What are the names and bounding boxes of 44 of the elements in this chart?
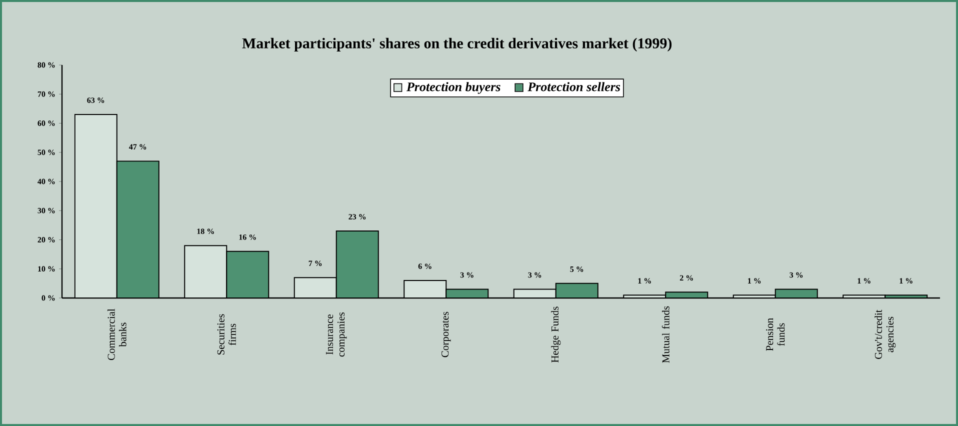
data-label: 3 % (790, 272, 803, 278)
bar (116, 160, 160, 298)
x-tick-label: Securities firms (217, 314, 236, 355)
data-label: 1 % (900, 278, 912, 284)
y-tick-label: 0 % (42, 295, 55, 301)
bar (404, 280, 447, 298)
data-label: 3 % (528, 272, 542, 278)
y-tick-label: 60 % (38, 120, 55, 126)
x-tick-label: Corporates (442, 312, 451, 358)
data-label: 3 % (460, 272, 474, 278)
chart-title: Market participants' shares on the credit derivatives market (1999) (242, 38, 672, 52)
data-label: 23 % (348, 214, 366, 220)
data-label: 18 % (197, 228, 214, 234)
x-tick-label: Hedge Funds (551, 306, 561, 363)
data-label: 63 % (87, 98, 104, 103)
data-label: 1 % (638, 278, 651, 284)
bar (336, 230, 379, 298)
data-label: 2 % (680, 275, 693, 281)
data-label: 5 % (570, 266, 584, 272)
bar (226, 250, 270, 298)
x-tick-label: Commercial banks (107, 308, 126, 360)
legend-label: Protection sellers (528, 82, 620, 92)
y-tick-label: 80 % (38, 62, 55, 68)
data-label: 6 % (418, 264, 432, 269)
bar (184, 245, 228, 298)
y-tick-label: 50 % (38, 150, 55, 156)
x-tick-label: Insurance companies (326, 312, 347, 357)
bar (294, 277, 337, 298)
x-tick-label: Mutual funds (662, 306, 670, 363)
y-tick-label: 20 % (38, 237, 55, 242)
y-tick-label: 30 % (38, 208, 55, 214)
data-label: 1 % (748, 278, 761, 284)
bar (74, 114, 118, 298)
data-label: 1 % (858, 278, 870, 284)
x-tick-label: Pension funds (766, 318, 785, 351)
data-label: 16 % (239, 234, 256, 240)
data-label: 7 % (308, 260, 322, 266)
y-tick-label: 40 % (38, 178, 55, 184)
y-tick-label: 70 % (38, 91, 55, 97)
legend-label: Protection buyers (406, 82, 500, 94)
bar (555, 282, 598, 298)
data-label: 47 % (128, 144, 146, 150)
y-tick-label: 10 % (38, 266, 55, 272)
x-tick-label: Gov't/credit agencies (874, 310, 896, 359)
